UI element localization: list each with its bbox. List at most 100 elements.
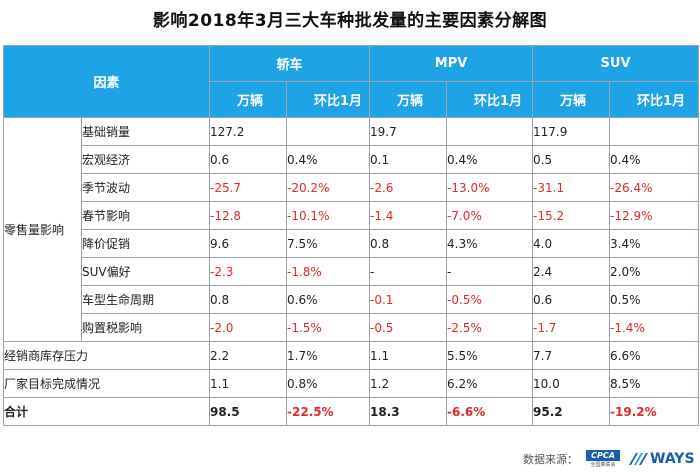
- group-label-retail: 零售量影响: [3, 117, 82, 342]
- value-cell: 8.5%: [609, 369, 700, 398]
- value-cell: 6.6%: [609, 341, 700, 370]
- value-cell: 0.6%: [286, 285, 371, 314]
- cpca-logo: CPCA 全国乘联会: [586, 450, 620, 468]
- units-header: 万辆: [532, 81, 611, 118]
- value-cell: -10.1%: [286, 201, 371, 230]
- value-cell: [286, 117, 371, 146]
- value-cell: 5.5%: [446, 341, 534, 370]
- factor-name: 基础销量: [80, 117, 211, 146]
- value-cell: -0.5%: [446, 285, 534, 314]
- value-cell: 0.6: [209, 145, 288, 174]
- value-cell: 7.5%: [286, 229, 371, 258]
- value-cell: -26.4%: [609, 173, 700, 202]
- value-cell: 0.5%: [609, 285, 700, 314]
- value-cell: 0.4%: [609, 145, 700, 174]
- value-cell: 1.1: [209, 369, 288, 398]
- value-cell: 98.5: [209, 397, 288, 426]
- value-cell: -31.1: [532, 173, 611, 202]
- value-cell: -20.2%: [286, 173, 371, 202]
- table-row: 季节波动 -25.7 -20.2% -2.6 -13.0% -31.1 -26.4%: [4, 173, 700, 202]
- value-cell: 0.4%: [286, 145, 371, 174]
- value-cell: -: [446, 257, 534, 286]
- value-cell: 10.0: [532, 369, 611, 398]
- value-cell: 1.7%: [286, 341, 371, 370]
- value-cell: [446, 117, 534, 146]
- page-title: 影响2018年3月三大车种批发量的主要因素分解图: [152, 11, 548, 31]
- value-cell: 2.0%: [609, 257, 700, 286]
- value-cell: 0.1: [369, 145, 448, 174]
- value-cell: 19.7: [369, 117, 448, 146]
- value-cell: -: [369, 257, 448, 286]
- group-header-mpv: MPV: [369, 45, 534, 82]
- value-cell: -1.4%: [609, 313, 700, 342]
- value-cell: 0.8: [209, 285, 288, 314]
- factor-name: 购置税影响: [80, 313, 211, 342]
- value-cell: -6.6%: [446, 397, 534, 426]
- table-row: 车型生命周期 0.8 0.6% -0.1 -0.5% 0.6 0.5%: [4, 285, 700, 314]
- table-row: 宏观经济 0.6 0.4% 0.1 0.4% 0.5 0.4%: [4, 145, 700, 174]
- cpca-logo-text: CPCA: [586, 450, 620, 461]
- ways-mark-icon: [629, 453, 648, 465]
- source-label: 数据来源：: [523, 453, 578, 466]
- group-header-suv: SUV: [532, 45, 700, 82]
- value-cell: -1.5%: [286, 313, 371, 342]
- value-cell: 1.1: [369, 341, 448, 370]
- cpca-logo-subtext: 全国乘联会: [590, 462, 616, 468]
- ways-logo: WAYS: [628, 451, 695, 467]
- value-cell: 0.5: [532, 145, 611, 174]
- value-cell: -1.7: [532, 313, 611, 342]
- value-cell: 7.7: [532, 341, 611, 370]
- units-header: 万辆: [209, 81, 288, 118]
- factor-name: 降价促销: [80, 229, 211, 258]
- value-cell: 0.4%: [446, 145, 534, 174]
- value-cell: -2.5%: [446, 313, 534, 342]
- value-cell: 0.6: [532, 285, 611, 314]
- source-footer: 数据来源： CPCA 全国乘联会 WAYS: [523, 449, 695, 469]
- value-cell: -2.6: [369, 173, 448, 202]
- value-cell: -0.1: [369, 285, 448, 314]
- table-row: 降价促销 9.6 7.5% 0.8 4.3% 4.0 3.4%: [4, 229, 700, 258]
- value-cell: 117.9: [532, 117, 611, 146]
- total-label: 合计: [2, 397, 211, 426]
- value-cell: 18.3: [369, 397, 448, 426]
- value-cell: -19.2%: [609, 397, 700, 426]
- value-cell: -1.4: [369, 201, 448, 230]
- factor-name: 厂家目标完成情况: [2, 369, 211, 398]
- mom-header: 环比1月: [609, 81, 700, 118]
- table-row: 春节影响 -12.8 -10.1% -1.4 -7.0% -15.2 -12.9%: [4, 201, 700, 230]
- value-cell: -1.8%: [286, 257, 371, 286]
- value-cell: 2.2: [209, 341, 288, 370]
- value-cell: 4.0: [532, 229, 611, 258]
- value-cell: -0.5: [369, 313, 448, 342]
- table-row: 零售量影响 基础销量 127.2 19.7 117.9: [3, 117, 700, 342]
- factor-name: 春节影响: [80, 201, 211, 230]
- total-row: 合计 98.5 -22.5% 18.3 -6.6% 95.2 -19.2%: [2, 397, 700, 426]
- table-row: 厂家目标完成情况 1.1 0.8% 1.2 6.2% 10.0 8.5%: [2, 369, 700, 398]
- value-cell: -2.0: [209, 313, 288, 342]
- value-cell: 127.2: [209, 117, 288, 146]
- value-cell: [609, 117, 700, 146]
- table-row: 购置税影响 -2.0 -1.5% -0.5 -2.5% -1.7 -1.4%: [4, 313, 700, 342]
- factor-table: 因素 轿车 MPV SUV 万辆 环比1月 万辆 环比1月 万辆 环比1月 零售…: [2, 45, 700, 426]
- group-header-sedan: 轿车: [209, 45, 371, 82]
- value-cell: 1.2: [369, 369, 448, 398]
- value-cell: 9.6: [209, 229, 288, 258]
- table-row: SUV偏好 -2.3 -1.8% - -2.4 2.0%: [4, 257, 700, 286]
- factor-name: 季节波动: [80, 173, 211, 202]
- value-cell: -25.7: [209, 173, 288, 202]
- value-cell: 0.8: [369, 229, 448, 258]
- units-header: 万辆: [369, 81, 448, 118]
- value-cell: -12.9%: [609, 201, 700, 230]
- value-cell: -15.2: [532, 201, 611, 230]
- factor-name: 经销商库存压力: [2, 341, 211, 370]
- table-row: 经销商库存压力 2.2 1.7% 1.1 5.5% 7.7 6.6%: [2, 341, 700, 370]
- value-cell: -13.0%: [446, 173, 534, 202]
- value-cell: 4.3%: [446, 229, 534, 258]
- value-cell: -7.0%: [446, 201, 534, 230]
- value-cell: -2.3: [209, 257, 288, 286]
- mom-header: 环比1月: [446, 81, 534, 118]
- value-cell: 95.2: [532, 397, 611, 426]
- value-cell: -12.8: [209, 201, 288, 230]
- mom-header: 环比1月: [286, 81, 371, 118]
- ways-logo-text: WAYS: [650, 451, 695, 467]
